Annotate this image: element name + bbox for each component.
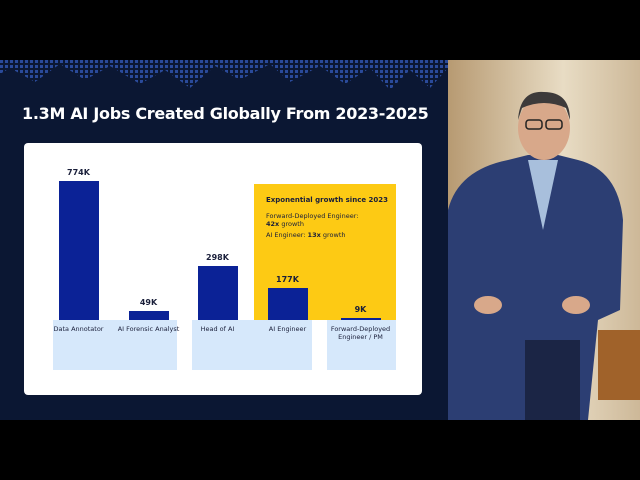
- value-label: 774K: [67, 168, 90, 177]
- bar: [267, 288, 308, 320]
- chart-title: 1.3M AI Jobs Created Globally From 2023-…: [22, 104, 429, 123]
- bar: [340, 318, 381, 320]
- annotation-text: AI Engineer:: [266, 231, 306, 239]
- value-label: 49K: [139, 298, 158, 308]
- annotation-line: Forward-Deployed Engineer: 42x growth: [266, 212, 358, 228]
- value-label: 298K: [206, 253, 229, 263]
- category-panel: [192, 320, 312, 370]
- bar: [58, 181, 99, 320]
- pixel-pattern: [0, 60, 448, 90]
- annotation-text: growth: [322, 231, 346, 239]
- category-label: Head of AI: [200, 325, 235, 333]
- bar: [197, 266, 238, 320]
- annotation-line: AI Engineer: 13x growth: [266, 231, 346, 239]
- category-label: Forward-Deployed Engineer / PM: [330, 325, 391, 341]
- annotation-text: growth: [281, 220, 304, 228]
- annotation-text: Forward-Deployed Engineer:: [266, 212, 359, 220]
- category-panel: [53, 320, 177, 370]
- category-label: Data Annotator: [53, 325, 104, 333]
- speaker-video: [448, 60, 640, 420]
- category-label: AI Engineer: [268, 325, 307, 333]
- value-label: 9K: [354, 305, 367, 315]
- annotation-title: Exponential growth since 2023: [266, 196, 389, 204]
- annotation-text: 13x: [307, 231, 321, 239]
- value-label: 177K: [276, 275, 299, 285]
- bar: [128, 311, 169, 320]
- category-label: AI Forensic Analyst: [117, 325, 180, 333]
- category-panel: [327, 320, 396, 370]
- annotation-text: 42x: [266, 220, 280, 228]
